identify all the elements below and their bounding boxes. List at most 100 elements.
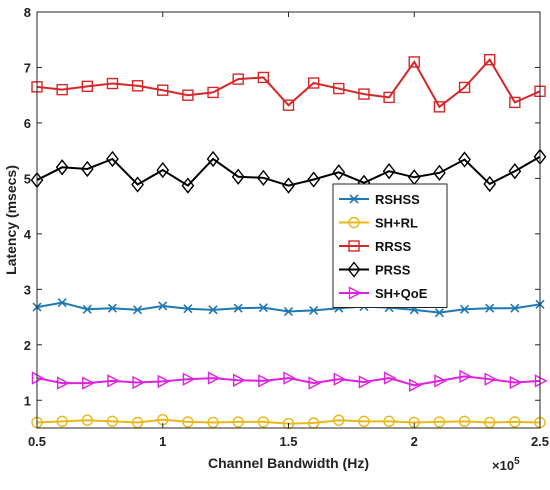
data-point-sh-rl (433, 416, 446, 428)
data-point-prss (382, 163, 396, 180)
data-point-sh-qoe (509, 375, 523, 390)
data-point-prss (156, 161, 170, 179)
series-layer (30, 54, 548, 430)
data-point-sh-qoe (434, 374, 447, 388)
legend-item-sh-qoe: SH+QoE (339, 286, 428, 301)
data-point-sh-rl (282, 417, 295, 430)
y-tick-label: 7 (24, 60, 31, 75)
data-point-rshss (208, 305, 218, 315)
data-point-rrss (408, 56, 420, 68)
legend: RSHSS SH+RL RRSS PRSS SH+QoE (332, 183, 448, 308)
data-point-rrss (232, 73, 244, 85)
data-point-sh-qoe (182, 372, 196, 386)
data-point-sh-rl (383, 415, 395, 428)
data-point-prss (282, 177, 295, 194)
data-point-prss (55, 159, 69, 176)
data-point-sh-qoe (409, 378, 422, 392)
data-point-rrss (458, 81, 471, 94)
legend-marker (348, 286, 362, 300)
data-point-sh-qoe (258, 374, 271, 388)
data-point-sh-qoe (207, 371, 221, 385)
legend-marker (349, 194, 359, 204)
data-point-prss (458, 151, 471, 168)
legend-label: PRSS (375, 263, 411, 278)
data-point-prss (256, 169, 270, 186)
data-point-rrss (131, 80, 144, 92)
x-axis-multiplier-base: ×10 (492, 458, 514, 473)
y-tick-label: 3 (24, 282, 31, 297)
legend-item-prss: PRSS (339, 261, 411, 278)
data-point-sh-rl (182, 416, 194, 428)
y-tick-label: 6 (24, 116, 31, 131)
data-point-prss (433, 164, 446, 181)
data-point-sh-rl (484, 416, 496, 429)
legend-marker (348, 216, 360, 229)
data-point-prss (231, 168, 245, 185)
data-point-rshss (434, 308, 444, 318)
data-point-rshss (107, 303, 118, 313)
data-point-rshss (183, 304, 193, 314)
data-point-rshss (57, 298, 67, 308)
data-point-rrss (81, 80, 94, 93)
x-tick-label: 2.5 (531, 434, 549, 449)
series-prss (30, 148, 547, 194)
data-point-rshss (258, 303, 268, 313)
data-point-rshss (309, 305, 319, 315)
data-point-sh-qoe (534, 374, 548, 388)
data-point-sh-qoe (459, 369, 473, 384)
series-rshss (32, 298, 545, 318)
x-tick-label: 2 (411, 434, 418, 449)
data-point-sh-qoe (56, 376, 70, 390)
data-point-rrss (307, 77, 320, 89)
data-point-prss (206, 150, 220, 168)
data-point-prss (307, 171, 321, 188)
y-tick-label: 1 (24, 393, 31, 408)
data-point-sh-rl (81, 414, 94, 426)
data-point-rrss (157, 84, 169, 96)
legend-label: RSHSS (375, 192, 420, 207)
data-point-rrss (358, 88, 370, 100)
data-point-rrss (106, 77, 119, 90)
x-tick-label: 0.5 (28, 434, 46, 449)
data-point-sh-qoe (484, 372, 498, 386)
data-point-rrss (383, 91, 395, 104)
data-point-sh-rl (131, 416, 144, 429)
data-point-sh-qoe (308, 376, 322, 390)
data-point-sh-rl (257, 416, 270, 428)
x-tick-label: 1.5 (279, 434, 297, 449)
data-point-sh-qoe (283, 371, 297, 385)
data-point-rrss (182, 89, 194, 101)
legend-item-rrss: RRSS (339, 239, 411, 254)
data-point-prss (80, 160, 94, 178)
legend-item-rshss: RSHSS (339, 192, 420, 207)
legend-label: RRSS (375, 239, 411, 254)
legend-marker (348, 240, 360, 252)
data-point-sh-qoe (82, 376, 95, 390)
data-point-rrss (257, 71, 270, 84)
data-point-sh-qoe (107, 374, 120, 388)
data-point-rrss (333, 82, 345, 95)
data-point-rrss (484, 54, 496, 66)
data-point-rshss (459, 304, 470, 314)
data-point-rshss (158, 301, 168, 311)
data-point-rshss (283, 306, 294, 317)
data-point-rshss (82, 304, 92, 314)
data-point-prss (508, 163, 522, 180)
data-point-rshss (485, 303, 495, 313)
data-point-rrss (433, 101, 446, 113)
data-point-sh-rl (232, 416, 244, 428)
y-tick-label: 8 (24, 5, 31, 20)
x-axis-multiplier-exponent: 5 (514, 456, 520, 467)
legend-item-sh-rl: SH+RL (339, 216, 418, 231)
data-point-sh-qoe (383, 371, 397, 385)
series-line-rrss (36, 58, 541, 109)
data-point-sh-rl (106, 415, 119, 428)
x-axis-label: Channel Bandwidth (Hz) (208, 455, 369, 471)
series-line-prss (36, 155, 541, 187)
data-point-sh-rl (56, 415, 68, 428)
data-point-sh-rl (458, 415, 471, 428)
data-point-rshss (233, 303, 243, 313)
data-point-rrss (56, 83, 68, 96)
data-point-prss (131, 176, 144, 193)
